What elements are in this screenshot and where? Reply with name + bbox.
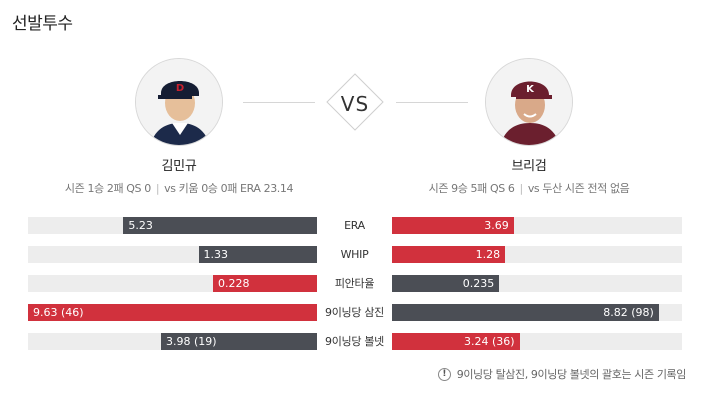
vs-divider-right bbox=[396, 102, 468, 103]
right-bar: 8.82 (98) bbox=[392, 304, 659, 321]
left-bar: 0.228 bbox=[212, 275, 317, 292]
comparison-row-opp-avg: 0.228 피안타율 0.235 bbox=[28, 275, 682, 292]
left-value: 3.98 (19) bbox=[165, 335, 217, 348]
vs-diamond-icon bbox=[326, 73, 384, 131]
left-value: 5.23 bbox=[128, 219, 153, 232]
left-track: 9.63 (46) bbox=[28, 304, 317, 321]
right-bar: 3.24 (36) bbox=[392, 333, 520, 350]
stat-label: ERA bbox=[344, 219, 365, 232]
player-photo-icon: K bbox=[486, 59, 572, 145]
right-bar: 3.69 bbox=[392, 217, 514, 234]
right-track: 3.69 bbox=[392, 217, 682, 234]
left-pitcher-name[interactable]: 김민규 bbox=[161, 159, 197, 174]
right-pitcher-avatar[interactable]: K bbox=[485, 58, 573, 146]
comparison-row-k9: 9.63 (46) 9이닝당 삼진 8.82 (98) bbox=[28, 304, 682, 321]
right-bar: 1.28 bbox=[392, 246, 506, 263]
section-title: 선발투수 bbox=[12, 14, 73, 34]
right-value: 1.28 bbox=[475, 248, 501, 261]
right-vs-record: vs 두산 시즌 전적 없음 bbox=[527, 182, 630, 195]
stat-label: 9이닝당 볼넷 bbox=[325, 335, 384, 348]
right-track: 1.28 bbox=[392, 246, 682, 263]
right-pitcher-stats: 시즌 9승 5패 QS 6 | vs 두산 시즌 전적 없음 bbox=[369, 180, 689, 196]
right-season-record: 시즌 9승 5패 QS 6 bbox=[428, 182, 515, 195]
svg-text:D: D bbox=[176, 83, 184, 94]
left-value: 1.33 bbox=[203, 248, 229, 261]
vs-divider-left bbox=[243, 102, 315, 103]
separator: | bbox=[519, 182, 524, 195]
separator: | bbox=[155, 182, 160, 195]
left-bar: 3.98 (19) bbox=[160, 333, 317, 350]
left-track: 0.228 bbox=[28, 275, 317, 292]
right-value: 3.24 (36) bbox=[464, 335, 515, 348]
comparison-row-whip: 1.33 WHIP 1.28 bbox=[28, 246, 682, 263]
left-track: 1.33 bbox=[28, 246, 317, 263]
left-bar: 9.63 (46) bbox=[28, 304, 317, 321]
left-pitcher-avatar[interactable]: D bbox=[135, 58, 223, 146]
comparison-row-era: 5.23 ERA 3.69 bbox=[28, 217, 682, 234]
left-vs-record: vs 키움 0승 0패 ERA 23.14 bbox=[164, 182, 294, 195]
right-bar: 0.235 bbox=[392, 275, 500, 292]
stat-label: 피안타율 bbox=[334, 277, 375, 290]
left-bar: 5.23 bbox=[123, 217, 317, 234]
footnote: ! 9이닝당 탈삼진, 9이닝당 볼넷의 괄호는 시즌 기록임 bbox=[437, 366, 687, 382]
right-track: 3.24 (36) bbox=[392, 333, 682, 350]
left-pitcher-stats: 시즌 1승 2패 QS 0 | vs 키움 0승 0패 ERA 23.14 bbox=[19, 180, 339, 196]
vs-label: VS bbox=[340, 92, 370, 116]
right-track: 0.235 bbox=[392, 275, 682, 292]
left-track: 5.23 bbox=[28, 217, 317, 234]
right-pitcher-card: K 브리검 시즌 9승 5패 QS 6 | vs 두산 시즌 전적 없음 bbox=[369, 58, 689, 196]
comparison-row-bb9: 3.98 (19) 9이닝당 볼넷 3.24 (36) bbox=[28, 333, 682, 350]
player-photo-icon: D bbox=[136, 59, 222, 145]
stat-label: WHIP bbox=[340, 248, 369, 261]
right-value: 0.235 bbox=[462, 277, 495, 290]
stat-label: 9이닝당 삼진 bbox=[325, 306, 384, 319]
right-value: 8.82 (98) bbox=[603, 306, 654, 319]
left-season-record: 시즌 1승 2패 QS 0 bbox=[64, 182, 151, 195]
left-value: 9.63 (46) bbox=[33, 306, 84, 319]
left-bar: 1.33 bbox=[198, 246, 317, 263]
info-icon: ! bbox=[437, 367, 451, 381]
svg-text:K: K bbox=[526, 84, 535, 95]
left-track: 3.98 (19) bbox=[28, 333, 317, 350]
footnote-text: 9이닝당 탈삼진, 9이닝당 볼넷의 괄호는 시즌 기록임 bbox=[456, 368, 687, 381]
right-pitcher-name[interactable]: 브리검 bbox=[511, 159, 547, 174]
left-pitcher-card: D 김민규 시즌 1승 2패 QS 0 | vs 키움 0승 0패 ERA 23.1… bbox=[19, 58, 339, 196]
left-value: 0.228 bbox=[217, 277, 250, 290]
right-track: 8.82 (98) bbox=[392, 304, 682, 321]
right-value: 3.69 bbox=[484, 219, 509, 232]
